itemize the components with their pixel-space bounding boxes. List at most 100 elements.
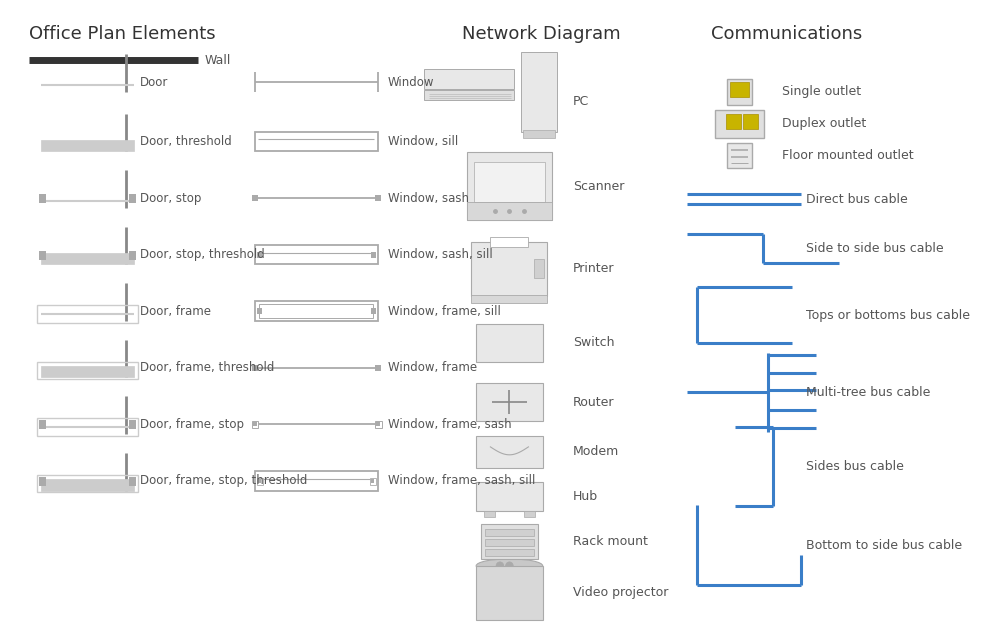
Text: Tops or bottoms bus cable: Tops or bottoms bus cable xyxy=(806,309,970,321)
Bar xyxy=(476,383,543,421)
Text: Network Diagram: Network Diagram xyxy=(462,24,621,43)
Bar xyxy=(715,110,764,137)
Bar xyxy=(481,524,538,559)
Bar xyxy=(39,477,46,486)
Bar xyxy=(129,477,136,486)
Bar xyxy=(471,295,547,303)
Text: Hub: Hub xyxy=(573,490,598,503)
Bar xyxy=(41,139,134,151)
Bar xyxy=(371,308,376,314)
Bar xyxy=(490,236,528,247)
Text: Door, frame, threshold: Door, frame, threshold xyxy=(140,361,274,374)
Bar xyxy=(255,471,378,491)
Text: Scanner: Scanner xyxy=(573,180,624,193)
Text: Side to side bus cable: Side to side bus cable xyxy=(806,242,944,255)
Bar xyxy=(37,362,138,380)
Bar xyxy=(730,82,749,97)
Text: Door, frame, stop, threshold: Door, frame, stop, threshold xyxy=(140,474,307,487)
Text: Window, frame: Window, frame xyxy=(388,361,477,374)
Bar xyxy=(37,475,138,493)
Text: Door: Door xyxy=(140,75,168,89)
Bar xyxy=(467,202,552,220)
Bar xyxy=(41,366,134,378)
Bar xyxy=(375,421,382,428)
Text: Floor mounted outlet: Floor mounted outlet xyxy=(782,149,914,162)
Bar xyxy=(424,90,514,100)
Bar xyxy=(524,511,535,517)
Bar xyxy=(371,479,374,482)
Bar xyxy=(523,130,555,137)
Text: Window: Window xyxy=(388,75,434,89)
Text: Duplex outlet: Duplex outlet xyxy=(782,117,866,130)
Bar xyxy=(257,252,262,258)
Bar xyxy=(41,479,134,491)
Bar xyxy=(370,477,376,484)
Bar xyxy=(253,422,257,426)
Text: Router: Router xyxy=(573,396,615,409)
Bar xyxy=(252,195,258,201)
Bar xyxy=(727,142,752,168)
Bar xyxy=(471,242,547,296)
Bar xyxy=(376,422,380,426)
Bar xyxy=(371,252,376,258)
Bar xyxy=(41,252,134,265)
Bar xyxy=(521,52,557,132)
Text: Multi-tree bus cable: Multi-tree bus cable xyxy=(806,386,930,399)
Ellipse shape xyxy=(476,559,543,573)
Bar xyxy=(726,114,741,128)
Circle shape xyxy=(507,346,516,356)
Bar xyxy=(485,539,534,546)
Bar xyxy=(129,420,136,429)
Text: Office Plan Elements: Office Plan Elements xyxy=(29,24,216,43)
Text: Wall: Wall xyxy=(204,54,231,66)
Bar xyxy=(255,245,378,265)
Text: Window, frame, sill: Window, frame, sill xyxy=(388,305,501,318)
Bar xyxy=(37,418,138,436)
Text: Printer: Printer xyxy=(573,262,615,275)
Circle shape xyxy=(496,562,504,570)
Bar xyxy=(474,162,545,202)
Text: Door, stop: Door, stop xyxy=(140,192,201,204)
Circle shape xyxy=(493,346,503,356)
Text: Single outlet: Single outlet xyxy=(782,86,861,98)
Text: Direct bus cable: Direct bus cable xyxy=(806,192,908,206)
Bar xyxy=(37,305,138,323)
Bar xyxy=(476,482,543,511)
Text: Door, stop, threshold: Door, stop, threshold xyxy=(140,248,264,261)
Circle shape xyxy=(507,332,516,342)
Bar xyxy=(252,365,258,371)
Text: Window, sill: Window, sill xyxy=(388,135,458,148)
Text: Modem: Modem xyxy=(573,445,619,458)
Text: Door, frame: Door, frame xyxy=(140,305,211,318)
Text: Sides bus cable: Sides bus cable xyxy=(806,460,904,473)
Text: Switch: Switch xyxy=(573,336,615,350)
Bar xyxy=(727,79,752,105)
Bar xyxy=(39,250,46,259)
Bar xyxy=(255,132,378,151)
Text: PC: PC xyxy=(573,95,589,109)
Text: Window, frame, sash: Window, frame, sash xyxy=(388,417,511,431)
Bar xyxy=(257,308,262,314)
Circle shape xyxy=(493,332,503,342)
Bar xyxy=(476,436,543,468)
Bar xyxy=(129,250,136,259)
Bar xyxy=(375,195,381,201)
Bar xyxy=(129,194,136,203)
Bar xyxy=(255,301,378,321)
Bar xyxy=(424,69,514,89)
Bar xyxy=(743,114,758,128)
Bar xyxy=(485,529,534,536)
Bar xyxy=(375,365,381,371)
Text: Communications: Communications xyxy=(711,24,862,43)
Circle shape xyxy=(505,397,514,407)
Bar xyxy=(485,549,534,556)
Bar xyxy=(476,566,543,620)
Bar xyxy=(39,194,46,203)
Bar xyxy=(252,421,258,428)
Text: Window, sash: Window, sash xyxy=(388,192,469,204)
Circle shape xyxy=(506,562,513,570)
Bar xyxy=(257,477,263,484)
Bar xyxy=(467,153,552,220)
Text: Door, frame, stop: Door, frame, stop xyxy=(140,417,244,431)
Text: Bottom to side bus cable: Bottom to side bus cable xyxy=(806,539,962,551)
